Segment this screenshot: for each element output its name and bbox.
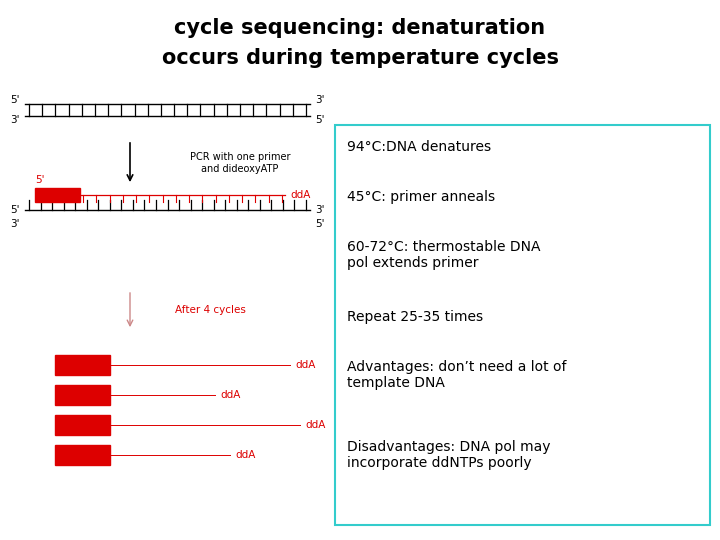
Bar [35,188,80,202]
Text: occurs during temperature cycles: occurs during temperature cycles [161,48,559,68]
Text: 45°C: primer anneals: 45°C: primer anneals [347,190,495,204]
Text: ddA: ddA [305,420,325,430]
Bar [335,125,710,525]
Text: 5': 5' [315,115,325,125]
Text: Disadvantages: DNA pol may
incorporate ddNTPs poorly: Disadvantages: DNA pol may incorporate d… [347,440,551,470]
Text: 5': 5' [35,175,45,185]
Text: ddA: ddA [290,190,310,200]
Text: PCR with one primer
and dideoxyATP: PCR with one primer and dideoxyATP [190,152,290,174]
Bar [55,415,110,435]
Text: 94°C:DNA denatures: 94°C:DNA denatures [347,140,491,154]
Text: 3': 3' [315,205,325,215]
Text: Repeat 25-35 times: Repeat 25-35 times [347,310,483,324]
Text: ddA: ddA [220,390,240,400]
Text: 5': 5' [315,219,325,229]
Text: ddA: ddA [295,360,315,370]
Text: 5': 5' [11,95,20,105]
Text: 60-72°C: thermostable DNA
pol extends primer: 60-72°C: thermostable DNA pol extends pr… [347,240,541,270]
Text: 3': 3' [315,95,325,105]
Bar [55,355,110,375]
Text: Advantages: don’t need a lot of
template DNA: Advantages: don’t need a lot of template… [347,360,567,390]
Text: cycle sequencing: denaturation: cycle sequencing: denaturation [174,18,546,38]
Text: ddA: ddA [235,450,256,460]
Text: After 4 cycles: After 4 cycles [174,305,246,315]
Text: 5': 5' [11,205,20,215]
Text: 3': 3' [11,219,20,229]
Bar [55,385,110,405]
Text: 3': 3' [11,115,20,125]
Bar [55,445,110,465]
